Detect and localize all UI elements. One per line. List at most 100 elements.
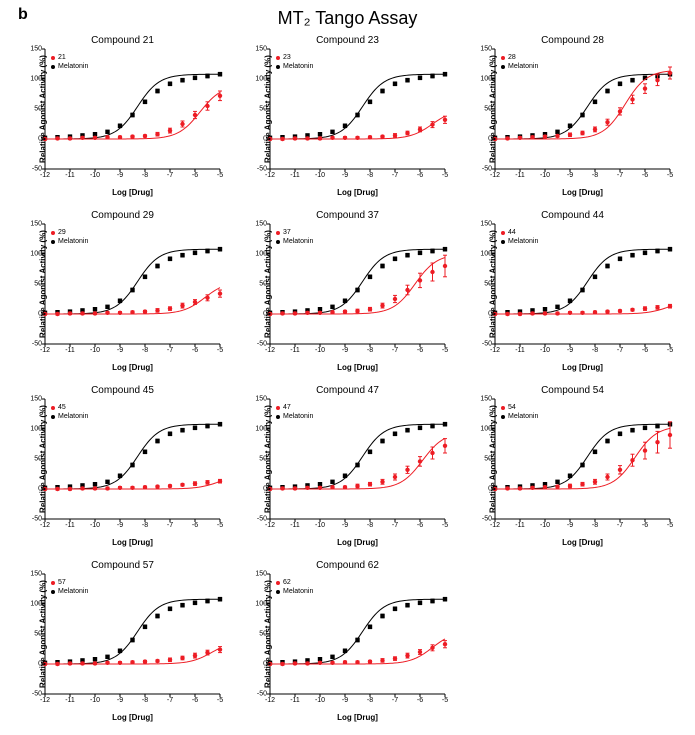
legend-row-compound: 21 bbox=[51, 53, 88, 62]
main-title: MT₂ Tango Assay bbox=[278, 8, 418, 29]
legend-dot-melatonin-icon bbox=[51, 590, 55, 594]
ytick-label: 50 bbox=[259, 106, 267, 113]
xtick-label: -7 bbox=[392, 697, 398, 704]
xtick-label: -9 bbox=[342, 347, 348, 354]
xtick-label: -8 bbox=[592, 347, 598, 354]
xtick-label: -8 bbox=[367, 347, 373, 354]
xtick-label: -7 bbox=[617, 347, 623, 354]
subplot-0: Compound 21Relative Agonist Activity (%)… bbox=[15, 35, 230, 210]
xtick-label: -6 bbox=[192, 172, 198, 179]
legend-row-compound: 62 bbox=[276, 578, 313, 587]
xtick-label: -7 bbox=[167, 697, 173, 704]
legend-dot-compound-icon bbox=[276, 56, 280, 60]
ytick-label: 50 bbox=[259, 631, 267, 638]
legend-label-compound: 54 bbox=[508, 403, 516, 412]
legend-row-compound: 45 bbox=[51, 403, 88, 412]
legend-label-compound: 57 bbox=[58, 578, 66, 587]
legend-label-melatonin: Melatonin bbox=[58, 237, 88, 246]
subplot-4: Compound 37Relative Agonist Activity (%)… bbox=[240, 210, 455, 385]
legend-label-melatonin: Melatonin bbox=[508, 237, 538, 246]
legend: 47Melatonin bbox=[276, 403, 313, 421]
legend-label-compound: 47 bbox=[283, 403, 291, 412]
xtick-label: -9 bbox=[567, 172, 573, 179]
legend-dot-melatonin-icon bbox=[501, 65, 505, 69]
ytick-label: 150 bbox=[255, 396, 267, 403]
xtick-label: -8 bbox=[142, 522, 148, 529]
legend-label-melatonin: Melatonin bbox=[58, 587, 88, 596]
subplot-title: Compound 37 bbox=[316, 210, 379, 221]
xtick-label: -7 bbox=[167, 172, 173, 179]
xtick-label: -5 bbox=[667, 172, 673, 179]
legend-dot-melatonin-icon bbox=[276, 240, 280, 244]
x-axis-label: Log [Drug] bbox=[112, 188, 153, 197]
xtick-label: -5 bbox=[667, 522, 673, 529]
xtick-label: -11 bbox=[515, 347, 525, 354]
legend-label-melatonin: Melatonin bbox=[283, 62, 313, 71]
xtick-label: -6 bbox=[192, 522, 198, 529]
ytick-label: 0 bbox=[488, 311, 492, 318]
ytick-label: 50 bbox=[34, 281, 42, 288]
legend-row-compound: 44 bbox=[501, 228, 538, 237]
xtick-label: -12 bbox=[490, 347, 500, 354]
figure-panel: b MT₂ Tango Assay Compound 21Relative Ag… bbox=[0, 0, 695, 734]
legend-dot-compound-icon bbox=[501, 56, 505, 60]
ytick-label: 150 bbox=[255, 221, 267, 228]
subplot-2: Compound 28Relative Agonist Activity (%)… bbox=[465, 35, 680, 210]
xtick-label: -12 bbox=[265, 522, 275, 529]
legend-row-melatonin: Melatonin bbox=[51, 412, 88, 421]
legend: 45Melatonin bbox=[51, 403, 88, 421]
x-axis-label: Log [Drug] bbox=[112, 713, 153, 722]
legend-label-compound: 44 bbox=[508, 228, 516, 237]
legend-dot-compound-icon bbox=[51, 231, 55, 235]
ytick-label: 100 bbox=[30, 76, 42, 83]
xtick-label: -9 bbox=[117, 522, 123, 529]
xtick-label: -11 bbox=[515, 522, 525, 529]
xtick-label: -9 bbox=[117, 172, 123, 179]
x-axis-label: Log [Drug] bbox=[562, 188, 603, 197]
xtick-label: -8 bbox=[142, 172, 148, 179]
xtick-label: -11 bbox=[290, 347, 300, 354]
legend-label-melatonin: Melatonin bbox=[58, 62, 88, 71]
x-axis-label: Log [Drug] bbox=[337, 188, 378, 197]
ytick-label: 0 bbox=[263, 486, 267, 493]
subplot-3: Compound 29Relative Agonist Activity (%)… bbox=[15, 210, 230, 385]
ytick-label: 0 bbox=[38, 311, 42, 318]
xtick-label: -5 bbox=[217, 522, 223, 529]
subplot-grid: Compound 21Relative Agonist Activity (%)… bbox=[15, 35, 680, 735]
xtick-label: -5 bbox=[217, 347, 223, 354]
legend: 28Melatonin bbox=[501, 53, 538, 71]
plot-area: Relative Agonist Activity (%)Log [Drug]-… bbox=[270, 399, 445, 519]
xtick-label: -7 bbox=[617, 522, 623, 529]
xtick-label: -8 bbox=[142, 347, 148, 354]
ytick-label: 0 bbox=[488, 486, 492, 493]
subplot-8: Compound 54Relative Agonist Activity (%)… bbox=[465, 385, 680, 560]
legend-dot-melatonin-icon bbox=[51, 240, 55, 244]
legend-row-compound: 47 bbox=[276, 403, 313, 412]
ytick-label: 0 bbox=[38, 136, 42, 143]
ytick-label: 100 bbox=[255, 76, 267, 83]
legend-row-compound: 54 bbox=[501, 403, 538, 412]
xtick-label: -5 bbox=[667, 347, 673, 354]
ytick-label: 50 bbox=[34, 456, 42, 463]
ytick-label: 100 bbox=[255, 251, 267, 258]
xtick-label: -11 bbox=[515, 172, 525, 179]
xtick-label: -5 bbox=[442, 347, 448, 354]
xtick-label: -10 bbox=[540, 347, 550, 354]
legend-dot-melatonin-icon bbox=[501, 415, 505, 419]
legend-dot-melatonin-icon bbox=[51, 65, 55, 69]
legend-row-compound: 28 bbox=[501, 53, 538, 62]
x-axis-label: Log [Drug] bbox=[337, 538, 378, 547]
legend-dot-melatonin-icon bbox=[276, 590, 280, 594]
ytick-label: 0 bbox=[38, 661, 42, 668]
xtick-label: -11 bbox=[65, 172, 75, 179]
xtick-label: -6 bbox=[417, 522, 423, 529]
subplot-5: Compound 44Relative Agonist Activity (%)… bbox=[465, 210, 680, 385]
ytick-label: 100 bbox=[255, 426, 267, 433]
xtick-label: -8 bbox=[142, 697, 148, 704]
xtick-label: -6 bbox=[642, 172, 648, 179]
xtick-label: -6 bbox=[192, 697, 198, 704]
xtick-label: -9 bbox=[567, 347, 573, 354]
xtick-label: -8 bbox=[592, 172, 598, 179]
subplot-9: Compound 57Relative Agonist Activity (%)… bbox=[15, 560, 230, 735]
x-axis-label: Log [Drug] bbox=[337, 363, 378, 372]
